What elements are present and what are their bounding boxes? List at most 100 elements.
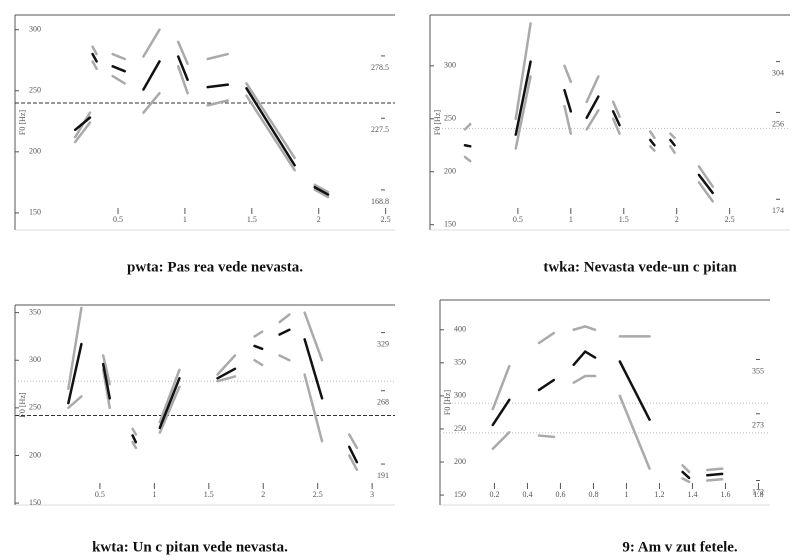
y-tick-label: 200 xyxy=(454,457,466,466)
mean-contour xyxy=(706,472,724,477)
x-tick-label: 1.5 xyxy=(247,215,257,224)
mean-contour xyxy=(253,344,264,351)
range-contour xyxy=(158,385,181,434)
mean-contour xyxy=(91,52,98,63)
range-contour xyxy=(697,181,714,203)
range-contour xyxy=(67,306,83,391)
mean-contour xyxy=(73,116,92,132)
range-contour xyxy=(216,375,237,383)
x-tick-label: 1.5 xyxy=(204,490,214,499)
y-tick-label: 200 xyxy=(444,167,456,176)
y2-tick-label: 329 xyxy=(377,339,389,348)
y-tick-label: 350 xyxy=(29,307,41,316)
range-contour xyxy=(697,165,714,188)
y2-tick-label: 168.8 xyxy=(371,197,389,206)
range-contour xyxy=(585,75,600,104)
y-axis-label: F0 [Hz] xyxy=(18,392,27,417)
x-tick-label: 0.5 xyxy=(95,490,105,499)
mean-contour xyxy=(618,360,651,421)
range-contour xyxy=(253,358,264,367)
mean-contour xyxy=(681,470,691,480)
mean-contour xyxy=(348,445,359,464)
caption: 9: Am v zut fetele. xyxy=(622,539,738,555)
range-contour xyxy=(537,434,556,439)
mean-contour xyxy=(278,328,291,336)
range-contour xyxy=(303,311,324,362)
range-contour xyxy=(303,373,324,443)
range-contour xyxy=(618,394,651,470)
x-tick-label: 1 xyxy=(569,215,573,224)
range-contour xyxy=(669,145,676,154)
y-tick-label: 300 xyxy=(454,391,466,400)
mean-contour xyxy=(463,144,472,148)
mean-contour xyxy=(131,434,138,444)
range-contour xyxy=(142,28,161,58)
mean-contour xyxy=(563,88,573,113)
y-axis-label: F0 [Hz] xyxy=(443,390,452,415)
range-contour xyxy=(101,354,111,386)
y-tick-label: 300 xyxy=(29,355,41,364)
y-axis-label: F0 [Hz] xyxy=(18,110,27,135)
y-tick-label: 300 xyxy=(29,24,41,33)
mean-contour xyxy=(313,185,330,196)
y-tick-label: 150 xyxy=(29,498,41,507)
x-tick-label: 0.2 xyxy=(489,490,499,499)
mean-contour xyxy=(142,60,161,91)
x-tick-label: 1.6 xyxy=(720,490,730,499)
y-axis-label: F0 [Hz] xyxy=(433,110,442,135)
range-contour xyxy=(585,109,600,131)
x-tick-label: 2 xyxy=(675,215,679,224)
range-contour xyxy=(245,82,296,160)
x-tick-label: 0.5 xyxy=(513,215,523,224)
mean-contour xyxy=(67,342,83,405)
range-contour xyxy=(348,454,359,472)
range-contour xyxy=(611,117,621,135)
range-contour xyxy=(245,94,296,172)
x-tick-label: 1.5 xyxy=(619,215,629,224)
mean-contour xyxy=(514,60,532,136)
y-tick-label: 150 xyxy=(29,208,41,217)
mean-contour xyxy=(101,362,111,400)
range-contour xyxy=(563,104,573,135)
range-contour xyxy=(216,354,237,376)
x-tick-label: 1 xyxy=(183,215,187,224)
x-tick-label: 2 xyxy=(261,490,265,499)
x-tick-label: 0.6 xyxy=(555,490,565,499)
range-contour xyxy=(111,52,126,61)
y-tick-label: 200 xyxy=(29,147,41,156)
x-tick-label: 0.8 xyxy=(588,490,598,499)
y-tick-label: 300 xyxy=(444,61,456,70)
range-contour xyxy=(206,52,229,61)
range-contour xyxy=(514,22,532,121)
x-tick-label: 1.2 xyxy=(654,490,664,499)
mean-contour xyxy=(111,65,126,73)
x-tick-label: 2.5 xyxy=(381,215,391,224)
range-contour xyxy=(491,431,511,451)
x-tick-label: 0.5 xyxy=(113,215,123,224)
x-tick-label: 1.4 xyxy=(687,490,697,499)
y2-tick-label: 304 xyxy=(772,68,784,77)
caption: twka: Nevasta vede-un c pitan xyxy=(543,259,737,275)
range-contour xyxy=(706,477,724,482)
range-contour xyxy=(278,313,291,324)
range-contour xyxy=(73,121,92,144)
y-tick-label: 250 xyxy=(454,424,466,433)
range-contour xyxy=(669,132,676,140)
x-tick-label: 1 xyxy=(152,490,156,499)
range-contour xyxy=(463,122,472,131)
y2-tick-label: 172 xyxy=(752,487,764,496)
caption: pwta: Pas rea vede nevasta. xyxy=(127,259,303,275)
y2-tick-label: 227.5 xyxy=(371,125,389,134)
range-contour xyxy=(313,188,330,199)
x-tick-label: 1 xyxy=(624,490,628,499)
x-tick-label: 0.4 xyxy=(522,490,532,499)
y-tick-label: 350 xyxy=(454,358,466,367)
range-contour xyxy=(91,60,98,70)
range-contour xyxy=(131,440,138,450)
y-tick-label: 400 xyxy=(454,325,466,334)
range-contour xyxy=(648,130,656,140)
range-contour xyxy=(563,64,573,83)
y-tick-label: 150 xyxy=(444,220,456,229)
y-tick-label: 250 xyxy=(29,403,41,412)
